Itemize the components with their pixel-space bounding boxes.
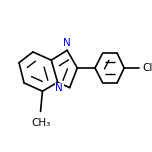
- Text: Cl: Cl: [143, 63, 152, 73]
- Text: CH₃: CH₃: [31, 118, 50, 128]
- Text: N: N: [55, 83, 63, 93]
- Text: N: N: [63, 38, 71, 48]
